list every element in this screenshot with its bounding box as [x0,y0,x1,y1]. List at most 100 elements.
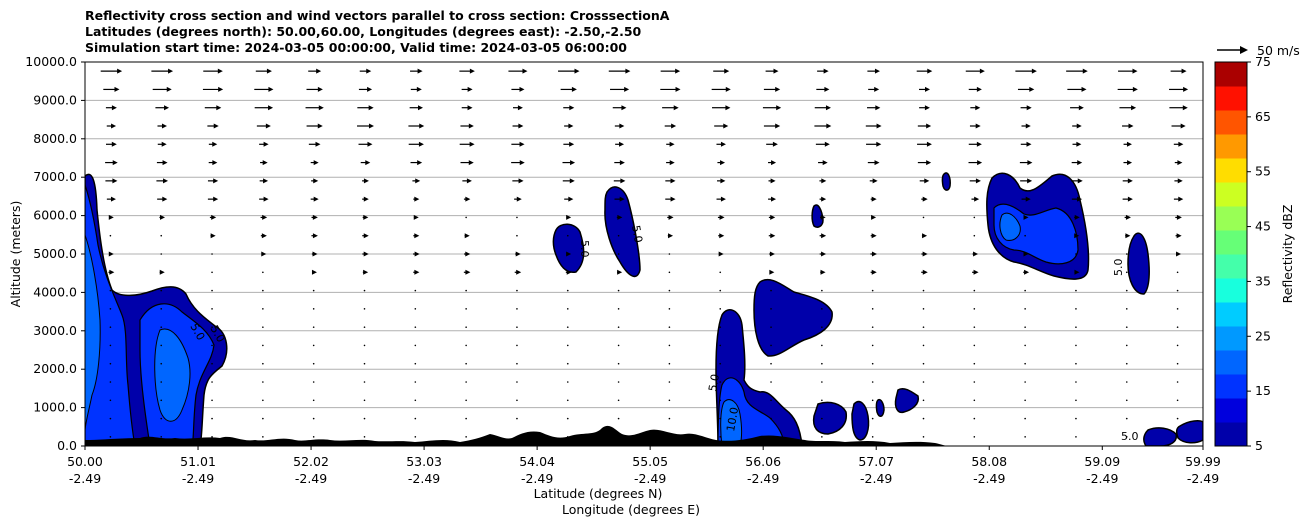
wind-vector [770,417,772,420]
wind-vector-head [566,214,572,220]
wind-vector [973,308,976,310]
wind-vector-head [368,123,374,129]
wind-vector [719,326,722,328]
reflectivity-contours [85,172,1203,446]
wind-vector-head [624,86,630,92]
wind-vector-head [1025,123,1031,129]
colorbar: 5 15 25 35 45 55 65 75 [1214,54,1271,453]
wind-vector-head [522,68,528,74]
wind-vector-head [216,105,222,111]
wind-vector-head [1127,160,1133,166]
wind-key: 50 m/s [1217,43,1300,58]
wind-vector [211,344,213,347]
wind-vector [516,326,518,328]
wind-vector-head [975,178,981,184]
wind-vector [516,381,518,383]
echo-cell-59-5n-low [1143,427,1178,446]
wind-vector [1075,381,1077,383]
wind-vector [516,399,518,402]
wind-vector-head [416,86,422,92]
wind-vector-head [414,269,420,275]
y-tick-label: 1000.0 [33,400,77,415]
wind-vector [922,417,925,420]
x-tick-label-lon: -2.49 [973,471,1005,486]
wind-vector [1024,417,1026,420]
y-axis: 0.0 1000.0 2000.0 3000.0 4000.0 5000.0 6000.0 7… [25,54,85,453]
wind-vector-head [820,269,826,275]
wind-vector-head [1177,160,1183,166]
x-tick-label-lat: 55.05 [632,454,668,469]
echo-cell-56n-upper [753,278,833,357]
wind-vector [973,289,976,292]
x-axis: 50.00 -2.49 51.01 -2.49 52.02 -2.49 53.03 -2.49… [67,446,1221,486]
wind-vector [414,344,417,347]
wind-vector [312,436,315,438]
wind-vector [312,362,315,365]
wind-vector [363,308,366,310]
wind-vector [516,234,518,237]
wind-vector-head [519,86,525,92]
colorbar-tick-label: 45 [1255,219,1271,234]
wind-vector-head [367,141,373,147]
wind-vector-head [161,141,167,147]
wind-vector [1024,436,1026,438]
wind-vector-head [109,269,115,275]
wind-vector [211,289,213,292]
echo-cell-56-5n-top [811,204,824,228]
wind-vector [363,289,366,292]
wind-vector-head [925,86,931,92]
wind-vector-head [821,196,827,202]
wind-vector-head [1082,68,1088,74]
wind-vector [1125,253,1128,255]
wind-vector-head [620,178,626,184]
wind-vector-head [312,251,318,257]
wind-vector [1176,326,1179,328]
wind-vector [363,344,366,347]
x-axis-label-latitude: Latitude (degrees N) [534,486,663,501]
x-tick-label-lon: -2.49 [182,471,214,486]
wind-vector-head [212,160,218,166]
wind-vector-head [1183,86,1189,92]
y-tick-label: 3000.0 [33,323,77,338]
wind-vector [414,417,417,420]
wind-vector-head [673,105,679,111]
wind-vector [1024,234,1026,237]
wind-vector-head [261,251,267,257]
wind-vector-head [419,123,425,129]
wind-vector-head [159,269,165,275]
wind-vector [719,271,722,274]
wind-vector [566,289,569,292]
wind-vector [109,289,112,292]
terrain [85,425,950,446]
wind-vector-head [363,233,369,239]
wind-vector [109,234,112,237]
wind-vector [262,289,264,292]
wind-vector-head [212,141,218,147]
wind-vector [617,399,620,402]
echo-cell-56-5n-low [812,401,848,435]
wind-vector-head [720,178,726,184]
wind-vector [363,399,366,402]
wind-vector-head [1077,196,1083,202]
wind-vector-head [469,141,475,147]
colorbar-tick-label: 5 [1255,438,1263,453]
wind-vector-head [160,214,166,220]
wind-vector [465,362,467,365]
x-tick-label-lat: 59.99 [1185,454,1221,469]
wind-vector [821,381,823,383]
wind-vector-head [1176,233,1182,239]
wind-vector [617,289,620,292]
wind-vector-head [315,141,321,147]
wind-vector [1075,417,1077,420]
wind-vector [821,308,823,310]
wind-vector [1075,326,1077,328]
wind-vector-head [719,233,725,239]
x-tick-label-lat: 51.01 [180,454,216,469]
wind-vector-head [874,68,880,74]
wind-vector [211,362,213,365]
wind-vector-head [675,86,681,92]
wind-vector [1176,308,1179,310]
wind-vector-head [414,233,420,239]
x-tick-label-lon: -2.49 [1086,471,1118,486]
wind-vector-head [518,123,524,129]
